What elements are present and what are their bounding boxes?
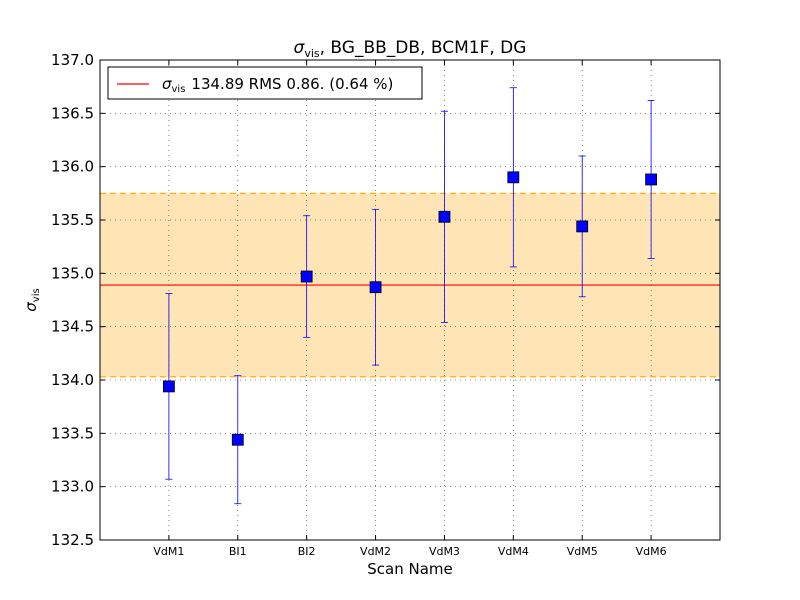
x-axis-title: Scan Name <box>367 560 453 578</box>
chart-title: σvis, BG_BB_DB, BCM1F, DG <box>294 38 527 60</box>
tick-labels: 132.5 133.0 133.5 134.0 134.5 135.0 135.5 136.0… <box>51 51 667 558</box>
y-tick-label: 135.5 <box>51 211 94 229</box>
ylabel-sigma: σ <box>22 302 40 312</box>
y-tick-label: 135.0 <box>51 264 94 282</box>
axis-ticks <box>100 59 720 541</box>
legend-label: σvis 134.89 RMS 0.86. (0.64 %) <box>162 75 393 95</box>
data-point <box>576 220 589 233</box>
x-tick-label: VdM6 <box>636 545 667 558</box>
y-tick-label: 133.0 <box>51 478 94 496</box>
plot-frame <box>99 59 721 541</box>
data-point <box>438 210 451 223</box>
y-tick-label: 132.5 <box>51 531 94 549</box>
y-tick-label: 134.0 <box>51 371 94 389</box>
title-sigma: σ <box>294 38 306 58</box>
title-rest: , BG_BB_DB, BCM1F, DG <box>320 38 527 58</box>
title-sigma-sub: vis <box>304 47 320 60</box>
legend: σvis 134.89 RMS 0.86. (0.64 %) <box>107 66 423 100</box>
data-point <box>162 380 175 393</box>
x-tick-label: BI1 <box>229 545 247 558</box>
legend-box <box>107 66 423 100</box>
ylabel-sigma-sub: vis <box>31 288 42 302</box>
y-tick-label: 133.5 <box>51 424 94 442</box>
y-tick-label: 134.5 <box>51 318 94 336</box>
x-tick-label: VdM3 <box>429 545 460 558</box>
y-tick-label: 137.0 <box>51 51 94 69</box>
y-tick-label: 136.0 <box>51 158 94 176</box>
x-tick-label: VdM5 <box>567 545 598 558</box>
y-axis-title: σvis <box>22 288 42 311</box>
data-points <box>162 171 658 446</box>
legend-sigma-sub: vis <box>172 84 186 95</box>
data-point <box>507 171 520 184</box>
legend-text: 134.89 RMS 0.86. (0.64 %) <box>191 75 393 93</box>
x-tick-label: VdM4 <box>498 545 529 558</box>
data-point <box>231 433 244 446</box>
y-tick-label: 136.5 <box>51 104 94 122</box>
data-point <box>645 173 658 186</box>
data-point <box>369 281 382 294</box>
x-tick-label: BI2 <box>298 545 316 558</box>
data-point <box>300 270 313 283</box>
legend-sigma: σ <box>162 75 172 93</box>
x-tick-label: VdM1 <box>153 545 184 558</box>
x-tick-label: VdM2 <box>360 545 391 558</box>
